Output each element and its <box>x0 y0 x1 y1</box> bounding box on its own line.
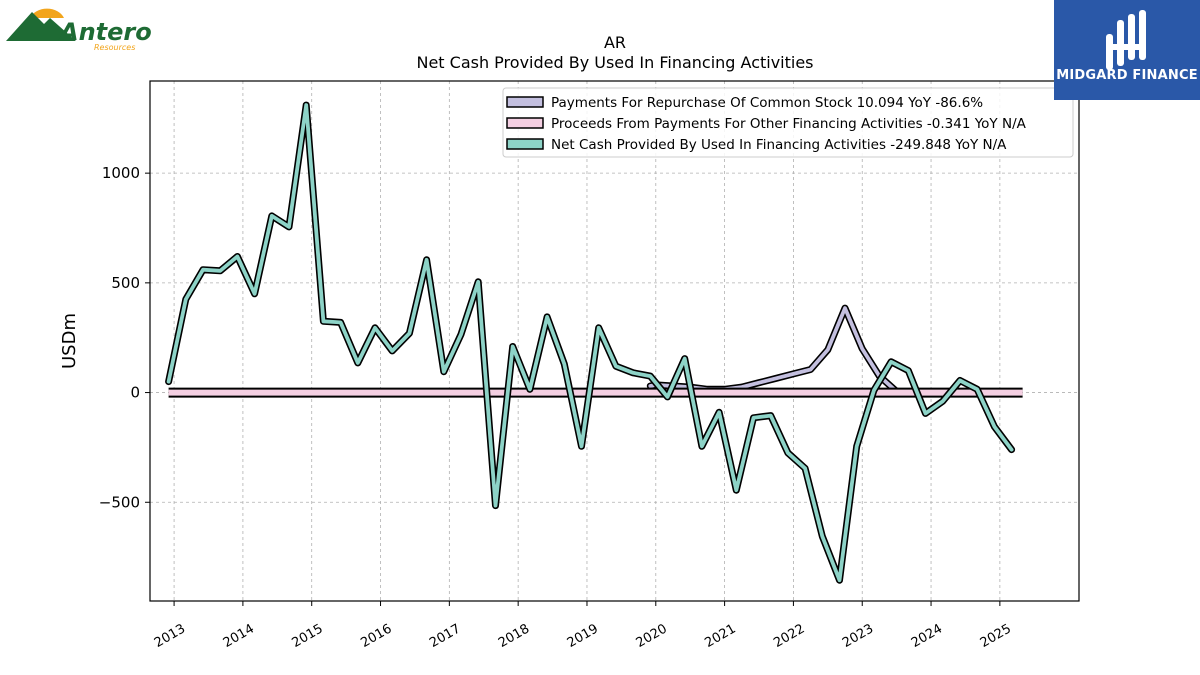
antero-logo: Antero Resources <box>4 4 154 56</box>
y-tick-label: 500 <box>111 274 140 292</box>
x-tick-label: 2015 <box>290 621 326 651</box>
midgard-finance-logo: MIDGARD FINANCE <box>1054 0 1200 100</box>
y-axis: −500 0 500 1000 <box>99 164 150 511</box>
y-tick-label: −500 <box>99 493 140 511</box>
x-tick-label: 2017 <box>427 621 463 651</box>
x-axis: 2013 2014 2015 2016 2017 2018 2019 2020 2021 2022… <box>152 601 1014 651</box>
plot-frame <box>149 80 1080 602</box>
mountain-icon <box>6 12 76 41</box>
legend-entry: Payments For Repurchase Of Common Stock … <box>551 95 983 111</box>
legend-entry: Proceeds From Payments For Other Financi… <box>551 116 1027 132</box>
grid-lines <box>150 81 1079 601</box>
chart-subtitle: Net Cash Provided By Used In Financing A… <box>416 53 813 72</box>
x-tick-label: 2024 <box>909 621 945 651</box>
x-tick-label: 2025 <box>978 621 1014 651</box>
legend-swatch <box>506 138 544 150</box>
x-tick-label: 2014 <box>221 621 257 651</box>
y-tick-label: 0 <box>130 384 140 402</box>
x-tick-label: 2022 <box>771 621 807 651</box>
sun-icon <box>30 8 64 18</box>
chart-title: AR <box>604 33 626 52</box>
x-tick-label: 2021 <box>702 621 738 651</box>
legend-entry: Net Cash Provided By Used In Financing A… <box>551 137 1007 153</box>
x-tick-label: 2016 <box>358 621 394 651</box>
y-axis-label: USDm <box>59 313 80 369</box>
midgard-monogram-icon <box>1106 10 1146 70</box>
series-lines <box>165 101 1023 584</box>
legend-box <box>502 87 1074 158</box>
legend-swatch <box>506 117 544 129</box>
logo-wordmark: Antero <box>58 18 152 46</box>
x-tick-label: 2018 <box>496 621 532 651</box>
legend: Payments For Repurchase Of Common Stock … <box>502 87 1074 158</box>
midgard-wordmark: MIDGARD FINANCE <box>1056 68 1198 83</box>
series-line <box>648 306 899 394</box>
legend-swatch <box>506 96 544 108</box>
y-tick-label: 1000 <box>102 164 140 182</box>
x-tick-label: 2013 <box>152 621 188 651</box>
x-tick-label: 2023 <box>840 621 876 651</box>
x-tick-label: 2019 <box>565 621 601 651</box>
logo-subtext: Resources <box>94 43 135 52</box>
series-line <box>166 103 1014 583</box>
x-tick-label: 2020 <box>634 621 670 651</box>
